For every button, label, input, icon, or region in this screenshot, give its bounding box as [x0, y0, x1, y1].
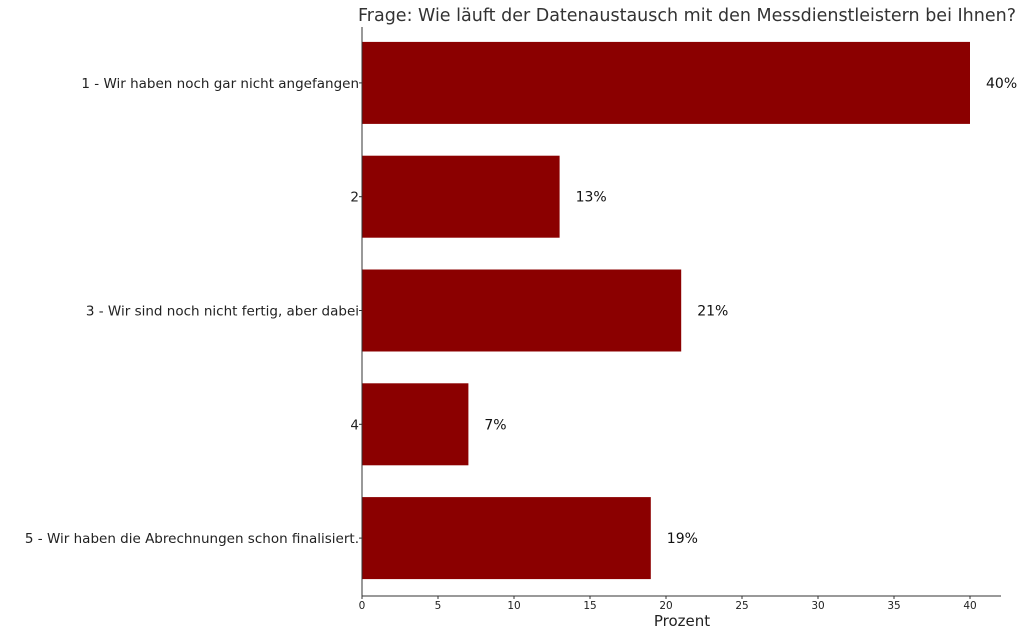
data-label-1: 40% [986, 76, 1017, 92]
category-label-3: 3 - Wir sind noch nicht fertig, aber dab… [86, 304, 359, 320]
category-label-4: 4 [350, 417, 359, 433]
data-label-2: 13% [576, 190, 607, 206]
x-tick-label-5: 5 [435, 600, 442, 612]
x-tick-label-40: 40 [963, 600, 976, 612]
chart-title: Frage: Wie läuft der Datenaustausch mit … [358, 6, 1016, 26]
data-label-4: 7% [484, 417, 506, 433]
data-label-3: 21% [697, 304, 728, 320]
x-tick-label-15: 15 [583, 600, 596, 612]
category-label-5: 5 - Wir haben die Abrechnungen schon fin… [25, 531, 359, 547]
x-tick-label-35: 35 [887, 600, 900, 612]
bar-2 [362, 155, 560, 238]
x-tick-label-10: 10 [507, 600, 520, 612]
x-tick-label-20: 20 [659, 600, 672, 612]
bar-4 [362, 383, 469, 466]
x-tick-label-25: 25 [735, 600, 748, 612]
data-label-5: 19% [667, 531, 698, 547]
bar-3 [362, 269, 682, 352]
bar-5 [362, 497, 651, 580]
bar-1 [362, 41, 970, 124]
x-tick-label-0: 0 [359, 600, 366, 612]
category-label-1: 1 - Wir haben noch gar nicht angefangen [81, 76, 359, 92]
x-tick-label-30: 30 [811, 600, 824, 612]
category-label-2: 2 [350, 190, 359, 206]
x-axis-label: Prozent [654, 612, 710, 630]
